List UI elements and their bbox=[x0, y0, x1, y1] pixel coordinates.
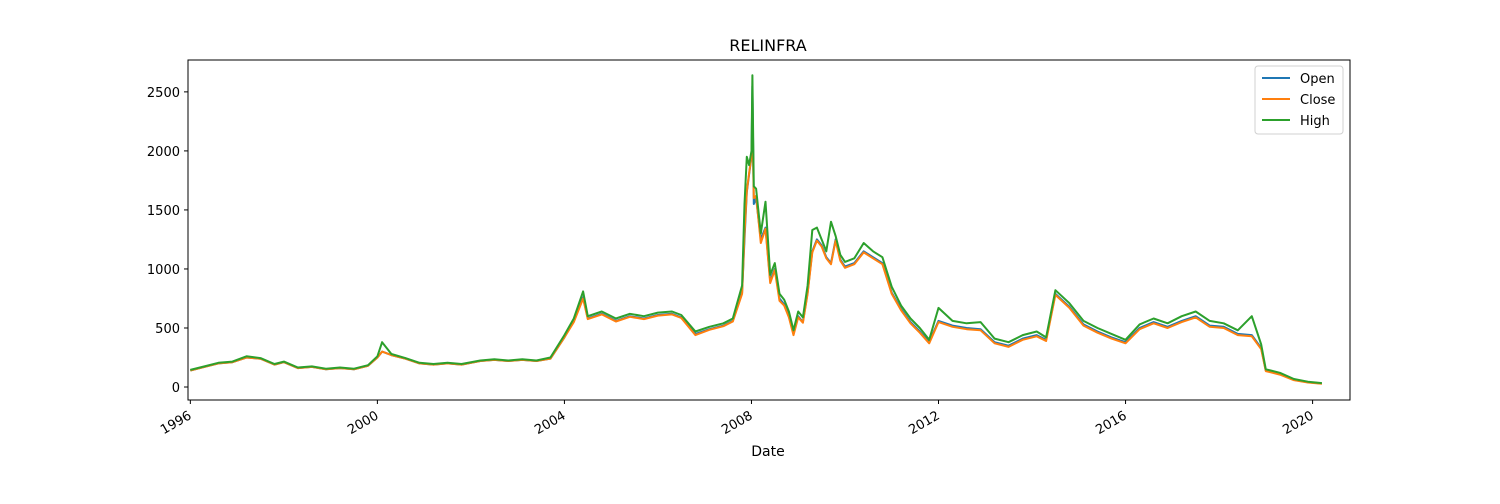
x-axis-label: Date bbox=[751, 444, 784, 460]
series-line-high bbox=[190, 74, 1322, 385]
y-tick-label: 2000 bbox=[147, 145, 180, 160]
plot-frame bbox=[187, 59, 1351, 401]
y-tick-label: 500 bbox=[155, 322, 180, 337]
chart-title: RELINFRA bbox=[729, 36, 807, 55]
y-tick-label: 2500 bbox=[147, 86, 180, 101]
legend-label-high: High bbox=[1300, 114, 1330, 129]
y-tick-label: 1000 bbox=[147, 263, 180, 278]
legend-label-open: Open bbox=[1300, 72, 1335, 87]
y-tick-label: 0 bbox=[172, 381, 180, 396]
y-tick-label: 1500 bbox=[147, 204, 180, 219]
legend-label-close: Close bbox=[1300, 93, 1335, 108]
y-axis: 0 500 1000 1500 2000 2500 bbox=[147, 86, 188, 396]
legend: Open Close High bbox=[1254, 65, 1344, 135]
legend-box bbox=[1254, 65, 1344, 135]
series-lines bbox=[190, 74, 1322, 385]
